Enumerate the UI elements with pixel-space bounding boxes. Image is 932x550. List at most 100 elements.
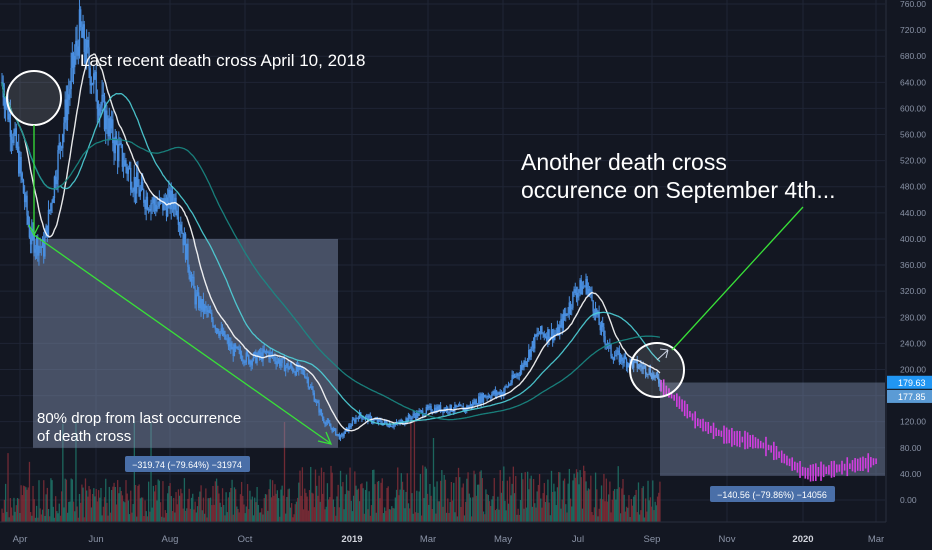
volume-bar [6,511,8,522]
volume-bar [139,498,141,522]
candle-body [314,401,317,403]
volume-bar [289,507,292,522]
volume-bar [320,467,323,522]
candle-body [572,291,574,308]
y-tick-label: 0.00 [900,495,917,505]
volume-bar [249,490,251,522]
volume-bar [406,473,408,522]
candle-body [592,300,594,312]
volume-bar [214,481,217,522]
candle-body [228,342,231,347]
volume-bar [587,488,590,522]
volume-bar [468,493,470,522]
volume-bar [220,507,222,522]
volume-bar [292,517,294,522]
annotation-second-cross-line1: Another death cross [521,149,727,175]
volume-bar [94,496,96,522]
candle-body [469,403,472,407]
volume-bar [184,510,187,522]
candle-body [412,413,414,417]
volume-bar [395,489,398,522]
candle-body [406,418,408,422]
candle-body [302,369,305,375]
candle-body [599,324,602,331]
candle-body [413,413,416,416]
measure-label-2: −140.56 (−79.86%) −14056 [717,490,827,500]
candle-body [383,420,386,423]
candle-body [252,353,255,361]
candle-body [567,313,569,315]
volume-bar [235,489,237,522]
volume-bar [102,506,105,522]
volume-bar [462,483,464,522]
candle-body [169,189,171,210]
volume-bar [621,488,623,522]
candle-body [48,209,51,211]
candle-body [190,278,193,282]
candle-body [542,333,544,334]
volume-bar [445,512,448,522]
x-tick-label: May [494,534,512,545]
candle-body [124,160,126,166]
candle-body [253,351,256,354]
candle-body [162,198,164,211]
candle-body [594,308,597,317]
candle-body [7,99,9,120]
candle-body [550,329,553,338]
volume-bar [83,517,85,522]
volume-bar [451,500,454,522]
candle-body [63,122,65,135]
candle-body [433,407,436,412]
volume-bar [62,423,64,522]
candle-body [284,366,287,372]
candle-body [461,405,463,407]
volume-bar [342,482,344,522]
volume-bar [43,480,45,522]
candle-body [300,366,302,370]
volume-bar [229,492,231,522]
volume-bar [351,511,354,522]
volume-bar [111,489,113,522]
candle-body [338,434,340,440]
candle-body [121,144,124,167]
volume-bar [566,512,568,522]
candle-body [411,416,413,420]
volume-bar [206,517,208,522]
volume-bar [536,491,538,522]
candle-body [511,374,513,383]
candle-body [535,334,537,337]
candle-body [350,425,352,427]
candle-body [544,336,547,338]
volume-bar [643,517,646,522]
candle-body [110,119,113,129]
volume-bar [623,494,625,522]
candle-body [644,365,647,375]
volume-bar [581,508,584,522]
volume-bar [529,478,531,522]
volume-bar [496,508,498,522]
candle-body [342,434,344,437]
candle-body [158,198,161,207]
candle-body [202,298,205,312]
candle-body [507,384,510,388]
candle-body [326,420,329,423]
volume-bar [544,501,547,522]
candle-body [143,190,145,203]
volume-bar [108,486,110,522]
candle-body [233,344,236,356]
volume-bar [237,508,239,522]
candle-body [168,189,170,198]
volume-bar [112,486,114,522]
candle-body [28,224,31,238]
volume-bar [96,501,99,522]
volume-bar [460,507,462,522]
candle-body [388,423,391,427]
candle-body [319,409,321,413]
volume-bar [333,506,336,522]
y-tick-label: 640.00 [900,77,926,87]
x-tick-label: Mar [868,534,884,545]
candle-body [641,366,643,370]
volume-bar [435,513,437,522]
volume-bar [354,471,356,522]
candle-body [175,197,177,211]
